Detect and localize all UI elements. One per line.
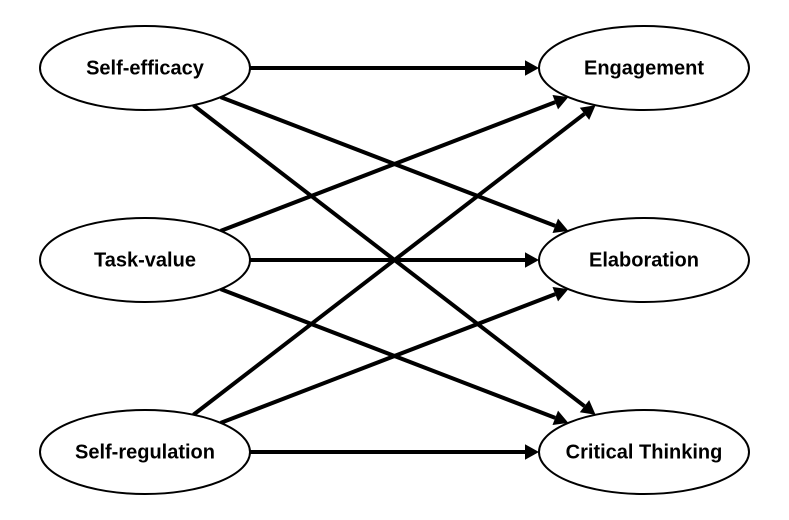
arrowhead-icon [525,60,539,75]
node-label: Critical Thinking [566,441,723,463]
edge-line: self_regulation [221,294,556,423]
concept-diagram: self_efficacyself_efficacyself_efficacyt… [0,0,789,520]
node-engagement: Engagement [539,26,749,110]
node-label: Self-regulation [75,441,215,463]
node-label: Elaboration [589,249,699,271]
node-task-value: Task-value [40,218,250,302]
edge-line: self_efficacy [221,97,556,226]
arrowhead-icon [525,252,539,267]
arrowhead-icon [525,444,539,459]
node-label: Self-efficacy [86,57,205,79]
node-critical-thinking: Critical Thinking [539,410,749,494]
edges-layer: self_efficacyself_efficacyself_efficacyt… [193,60,595,459]
node-label: Engagement [584,57,704,79]
node-label: Task-value [94,249,196,271]
node-self-regulation: Self-regulation [40,410,250,494]
node-self-efficacy: Self-efficacy [40,26,250,110]
node-elaboration: Elaboration [539,218,749,302]
